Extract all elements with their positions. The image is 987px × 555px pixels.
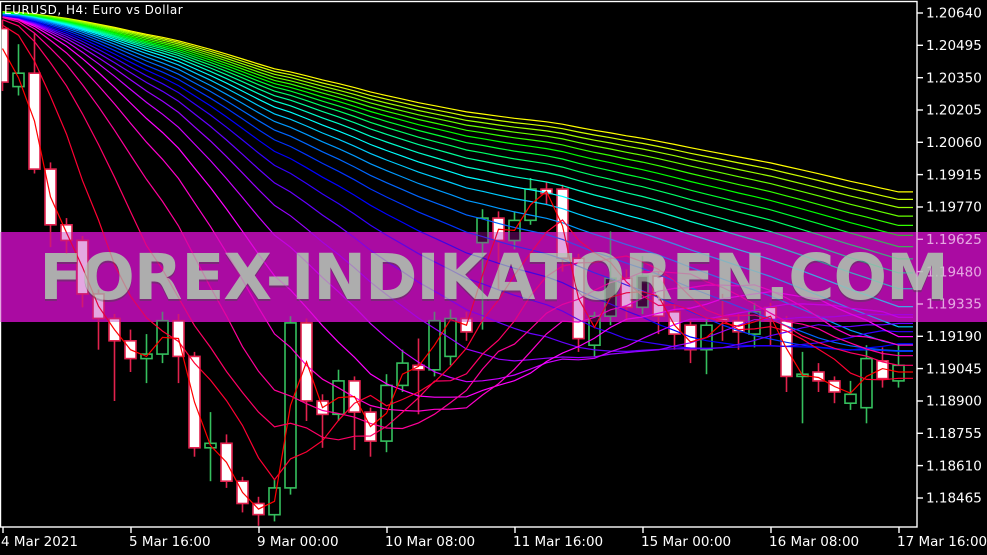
candle: [796, 351, 809, 424]
time-axis-label: 16 Mar 08:00: [769, 534, 859, 550]
candle: [860, 345, 873, 424]
price-axis-label: 1.19770: [926, 200, 982, 216]
candle: [844, 380, 857, 410]
candle: [220, 434, 233, 488]
price-axis-label: 1.20350: [926, 70, 982, 86]
price-axis-label: 1.19915: [926, 167, 982, 183]
candle: [621, 269, 632, 320]
price-axis-label: 1.19190: [926, 329, 982, 345]
rainbow-ma-line: [2, 13, 913, 248]
price-axis-label: 1.19625: [926, 232, 982, 248]
chart-symbol-title: EURUSD, H4: Euro vs Dollar: [4, 3, 184, 17]
candle: [396, 349, 409, 392]
time-axis-label: 10 Mar 08:00: [385, 534, 475, 550]
rainbow-ma-line: [2, 24, 913, 481]
rainbow-ma-line: [2, 11, 913, 193]
candle: [172, 314, 185, 384]
price-axis-label: 1.18755: [926, 426, 982, 442]
price-axis-label: 1.19480: [926, 264, 982, 280]
rainbow-ma-line: [2, 15, 913, 352]
rainbow-ma-line: [2, 13, 913, 274]
time-axis-label: 5 Mar 16:00: [129, 534, 211, 550]
candle: [140, 334, 153, 384]
time-axis[interactable]: 4 Mar 2021 5 Mar 16:00 9 Mar 00:00 10 Mar 0…: [1, 527, 987, 550]
candle: [828, 376, 841, 404]
rainbow-ma-line: [2, 12, 913, 226]
price-axis-label: 1.20495: [926, 38, 982, 54]
candle: [108, 314, 121, 401]
rainbow-ma-line: [2, 11, 913, 200]
price-axis-label: 1.20640: [926, 6, 982, 22]
watermark-text: FOREX-INDIKATOREN.COM: [39, 240, 949, 314]
candle: [364, 407, 377, 457]
candle: [605, 232, 616, 326]
time-axis-label: 4 Mar 2021: [1, 534, 78, 550]
candle: [348, 376, 361, 450]
price-axis-label: 1.18900: [926, 394, 982, 410]
price-axis-label: 1.20060: [926, 135, 982, 151]
candle: [77, 236, 88, 307]
time-axis-label: 11 Mar 16:00: [513, 534, 603, 550]
price-axis-label: 1.19335: [926, 297, 982, 313]
time-axis-label: 9 Mar 00:00: [257, 534, 339, 550]
candle: [412, 338, 425, 415]
rainbow-ma-line: [2, 17, 913, 430]
candle: [12, 44, 25, 96]
rainbow-ma-line: [2, 12, 913, 236]
price-axis-label: 1.19045: [926, 361, 982, 377]
price-axis-label: 1.20205: [926, 103, 982, 119]
rainbow-ma-line: [2, 13, 913, 260]
candle: [204, 412, 217, 482]
candle: [700, 318, 713, 375]
rainbow-ma-line: [2, 19, 913, 441]
time-axis-label: 15 Mar 00:00: [641, 534, 731, 550]
candle: [1, 19, 9, 91]
price-axis-label: 1.18610: [926, 458, 982, 474]
rainbow-ma-line: [2, 16, 913, 412]
candle: [637, 256, 648, 314]
rainbow-ma-line: [2, 11, 913, 209]
price-axis-label: 1.18465: [926, 491, 982, 507]
price-axis-label: 1.19335: [926, 297, 982, 313]
price-axis-label: 1.19625: [926, 232, 982, 248]
rainbow-ma-line: [2, 11, 913, 217]
candle: [252, 496, 265, 526]
candle: [236, 476, 249, 513]
time-axis-label: 17 Mar 16:00: [897, 534, 987, 550]
price-axis-label: 1.19480: [926, 264, 982, 280]
